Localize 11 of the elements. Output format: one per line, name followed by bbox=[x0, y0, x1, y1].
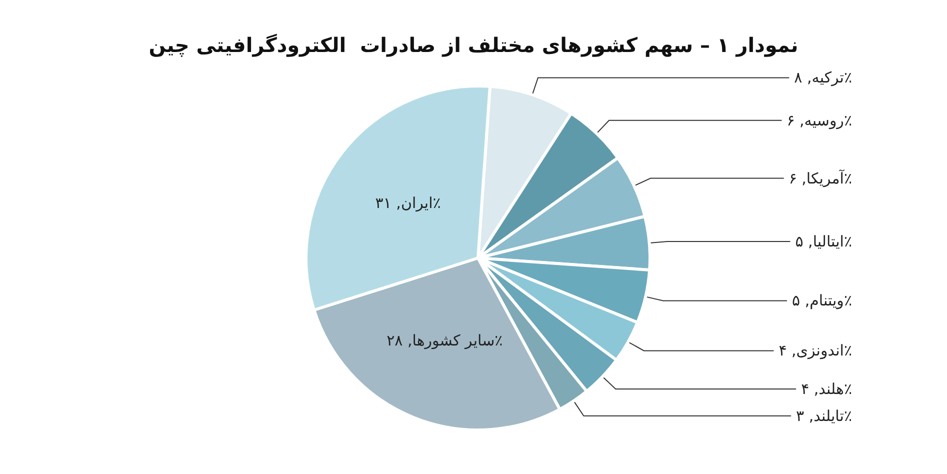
slice-label: اندونزی, ۴٪ bbox=[778, 342, 852, 360]
slice-label: ترکیه, ۸٪ bbox=[794, 68, 852, 87]
chart-title: نمودار ۱ – سهم کشورهای مختلف از صادرات الکترودگرافیتی چین bbox=[148, 33, 798, 57]
slice-label: تایلند, ۳٪ bbox=[796, 406, 852, 425]
slice-label: هلند, ۴٪ bbox=[801, 380, 852, 398]
slice-label: روسیه, ۶٪ bbox=[786, 111, 852, 130]
slice-label: آمریکا, ۶٪ bbox=[788, 168, 852, 188]
slice-label: ایتالیا, ۵٪ bbox=[795, 232, 852, 250]
slice-label: سایر کشورها, ۲۸٪ bbox=[386, 332, 503, 350]
slice-label: ویتنام, ۵٪ bbox=[792, 292, 852, 310]
slice-label: ایران, ۳۱٪ bbox=[375, 194, 441, 212]
